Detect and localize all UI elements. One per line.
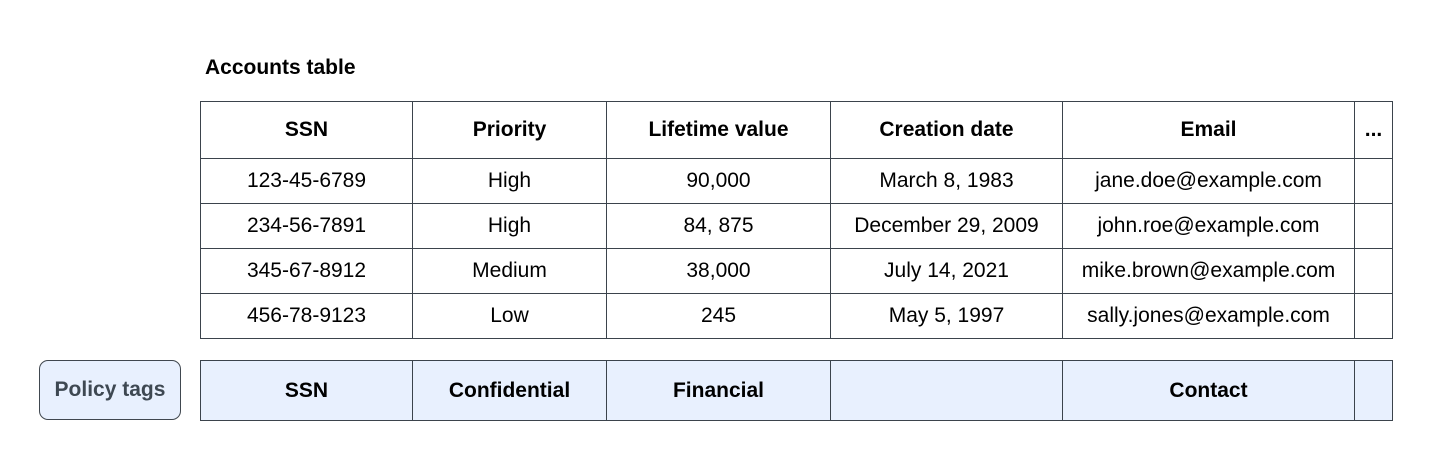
cell-email: sally.jones@example.com: [1062, 293, 1355, 339]
policy-tags-cells: SSN Confidential Financial Contact: [200, 360, 1393, 421]
header-cell-ssn: SSN: [200, 101, 413, 159]
table-row: 123-45-6789 High 90,000 March 8, 1983 ja…: [200, 158, 1393, 204]
accounts-table: SSN Priority Lifetime value Creation dat…: [200, 101, 1393, 339]
cell-more: [1354, 203, 1393, 249]
cell-email: jane.doe@example.com: [1062, 158, 1355, 204]
cell-priority: High: [412, 158, 607, 204]
cell-creation-date: May 5, 1997: [830, 293, 1063, 339]
cell-ssn: 123-45-6789: [200, 158, 413, 204]
policy-tags-row: SSN Confidential Financial Contact: [200, 360, 1393, 421]
policy-tag-financial: Financial: [606, 360, 831, 421]
policy-tag-empty-more: [1354, 360, 1393, 421]
cell-ssn: 345-67-8912: [200, 248, 413, 294]
policy-tags-chip[interactable]: Policy tags: [39, 360, 181, 420]
cell-lifetime-value: 38,000: [606, 248, 831, 294]
cell-creation-date: December 29, 2009: [830, 203, 1063, 249]
cell-more: [1354, 248, 1393, 294]
cell-priority: Medium: [412, 248, 607, 294]
cell-priority: Low: [412, 293, 607, 339]
cell-email: mike.brown@example.com: [1062, 248, 1355, 294]
header-cell-priority: Priority: [412, 101, 607, 159]
header-row: SSN Priority Lifetime value Creation dat…: [200, 101, 1393, 159]
header-cell-creation-date: Creation date: [830, 101, 1063, 159]
cell-lifetime-value: 84, 875: [606, 203, 831, 249]
table-row: 345-67-8912 Medium 38,000 July 14, 2021 …: [200, 248, 1393, 294]
cell-lifetime-value: 90,000: [606, 158, 831, 204]
more-columns-header: ...: [1354, 101, 1393, 159]
cell-ssn: 234-56-7891: [200, 203, 413, 249]
cell-priority: High: [412, 203, 607, 249]
cell-ssn: 456-78-9123: [200, 293, 413, 339]
header-cell-email: Email: [1062, 101, 1355, 159]
cell-creation-date: July 14, 2021: [830, 248, 1063, 294]
header-cell-lifetime-value: Lifetime value: [606, 101, 831, 159]
policy-tag-contact: Contact: [1062, 360, 1355, 421]
accounts-table-title: Accounts table: [205, 56, 356, 79]
policy-tag-confidential: Confidential: [412, 360, 607, 421]
cell-more: [1354, 293, 1393, 339]
table-row: 456-78-9123 Low 245 May 5, 1997 sally.jo…: [200, 293, 1393, 339]
table-row: 234-56-7891 High 84, 875 December 29, 20…: [200, 203, 1393, 249]
policy-tag-empty: [830, 360, 1063, 421]
cell-email: john.roe@example.com: [1062, 203, 1355, 249]
policy-tag-ssn: SSN: [200, 360, 413, 421]
cell-more: [1354, 158, 1393, 204]
cell-creation-date: March 8, 1983: [830, 158, 1063, 204]
cell-lifetime-value: 245: [606, 293, 831, 339]
